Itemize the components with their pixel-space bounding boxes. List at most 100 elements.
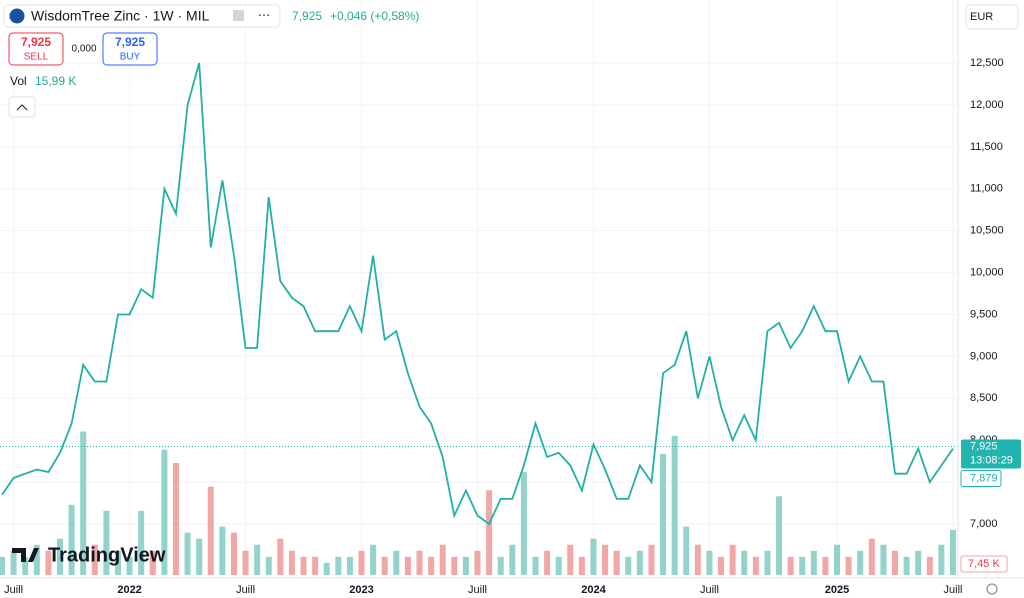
- x-tick-label: Juill: [236, 584, 255, 596]
- volume-bar: [230, 532, 237, 575]
- volume-bar: [845, 556, 852, 575]
- volume-bar: [752, 556, 759, 575]
- volume-bar: [776, 496, 783, 575]
- volume-bar: [486, 490, 493, 575]
- volume-bar: [138, 510, 145, 575]
- volume-bar: [219, 526, 226, 575]
- sell-price: 7,925: [21, 35, 51, 49]
- volume-bar: [335, 556, 342, 575]
- volume-bar: [567, 544, 574, 575]
- y-tick-label: 11,500: [970, 141, 1003, 153]
- volume-bar: [555, 556, 562, 575]
- y-tick-label: 10,500: [970, 225, 1004, 237]
- x-tick-label: Juill: [468, 584, 487, 596]
- symbol-box[interactable]: [3, 4, 281, 28]
- volume-bar: [312, 556, 319, 575]
- volume-bar: [648, 544, 655, 575]
- volume-bar: [950, 529, 956, 575]
- spread: 0,000: [71, 44, 96, 55]
- volume-bar: [114, 550, 121, 575]
- volume-bar: [126, 556, 133, 575]
- buy-label: BUY: [120, 52, 141, 63]
- volume-bar: [683, 526, 690, 575]
- volume-bar: [915, 550, 922, 575]
- volume-bar: [45, 550, 52, 575]
- volume-bar: [497, 556, 504, 575]
- volume-bar: [277, 538, 284, 575]
- symbol-logo: [9, 8, 25, 24]
- volume-title: Vol: [10, 74, 27, 88]
- last-price: 7,925: [292, 9, 322, 23]
- volume-bar: [404, 556, 411, 575]
- collapse-button[interactable]: [8, 96, 36, 118]
- last-price-box: [961, 439, 1021, 469]
- volume-bar: [265, 556, 272, 575]
- volume-bar: [729, 544, 736, 575]
- volume-bar: [91, 544, 98, 575]
- volume-bar: [33, 544, 40, 575]
- volume-bar: [172, 463, 179, 575]
- volume-bar: [393, 550, 400, 575]
- x-tick-label: Juill: [944, 584, 963, 596]
- volume-bar: [671, 435, 678, 575]
- x-tick-label: 2022: [117, 584, 141, 596]
- grid: [0, 0, 958, 578]
- volume-bar: [10, 550, 17, 575]
- volume-last-box: [960, 555, 1008, 573]
- volume-bar: [602, 544, 609, 575]
- y-tick-label: 9,000: [970, 350, 998, 362]
- volume-bar: [254, 544, 261, 575]
- volume-value: 15,99 K: [35, 74, 76, 88]
- volume-bar: [196, 538, 203, 575]
- volume-bar: [242, 550, 249, 575]
- volume-bar: [451, 556, 458, 575]
- volume-bar: [428, 556, 435, 575]
- volume-bar: [694, 544, 701, 575]
- volume-bar: [880, 544, 887, 575]
- volume-bar: [416, 550, 423, 575]
- currency-box[interactable]: [965, 4, 1019, 30]
- volume-bar: [613, 550, 620, 575]
- volume-bar: [439, 544, 446, 575]
- buy-button[interactable]: [102, 32, 158, 66]
- volume-bar: [22, 556, 29, 575]
- volume-layer: [0, 431, 956, 575]
- brand-logo: [12, 548, 39, 562]
- y-tick-label: 7,000: [970, 518, 998, 530]
- more-icon[interactable]: ⋯: [258, 8, 270, 22]
- sell-label: SELL: [24, 52, 49, 63]
- sell-button[interactable]: [8, 32, 64, 66]
- x-tick-label: 2023: [349, 584, 373, 596]
- secondary-price-box: [960, 469, 1002, 487]
- volume-bar: [590, 538, 597, 575]
- y-tick-label: 10,000: [970, 266, 1004, 278]
- volume-bar: [764, 550, 771, 575]
- settings-icon[interactable]: [986, 583, 998, 595]
- volume-bar: [474, 550, 481, 575]
- volume-bar: [810, 550, 817, 575]
- flag-icon[interactable]: [233, 10, 244, 21]
- volume-bar: [706, 550, 713, 575]
- volume-bar: [822, 556, 829, 575]
- volume-bar: [938, 544, 945, 575]
- volume-bar: [346, 556, 353, 575]
- axis-labels: 7,0007,5008,0008,5009,0009,50010,00010,5…: [4, 57, 1021, 596]
- volume-bar: [857, 550, 864, 575]
- volume-bar: [926, 556, 933, 575]
- secondary-price: 7,879: [970, 472, 998, 484]
- price-line: [1, 62, 954, 526]
- volume-bar: [80, 431, 87, 575]
- y-tick-label: 11,000: [970, 183, 1003, 195]
- volume-bar: [718, 556, 725, 575]
- volume-bar: [903, 556, 910, 575]
- volume-bar: [532, 556, 539, 575]
- volume-bar: [660, 453, 667, 575]
- volume-bar: [288, 550, 295, 575]
- volume-bar: [868, 538, 875, 575]
- y-tick-label: 9,500: [970, 308, 998, 320]
- y-tick-label: 12,500: [970, 57, 1004, 69]
- volume-bar: [103, 510, 110, 575]
- change: +0,046 (+0,58%): [330, 9, 419, 23]
